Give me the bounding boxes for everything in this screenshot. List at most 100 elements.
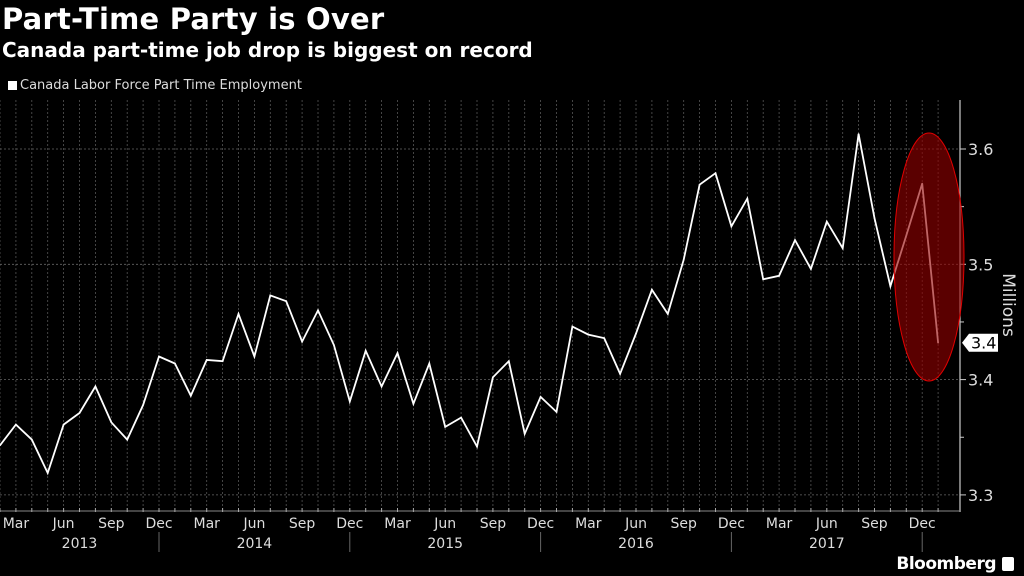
data-point bbox=[237, 313, 240, 315]
data-point bbox=[873, 217, 876, 219]
legend-swatch bbox=[8, 81, 17, 90]
x-tick-label: Jun bbox=[624, 516, 647, 532]
year-label: 2017 bbox=[809, 536, 845, 552]
data-point bbox=[174, 362, 176, 365]
x-tick-label: Jun bbox=[52, 516, 75, 532]
data-point bbox=[317, 309, 319, 312]
x-tick-label: Dec bbox=[336, 516, 363, 532]
last-value-marker bbox=[962, 333, 998, 352]
data-point bbox=[619, 373, 621, 375]
data-point bbox=[333, 344, 335, 346]
x-tick-label: Dec bbox=[718, 516, 745, 532]
data-point bbox=[158, 355, 160, 358]
x-tick-label: Jun bbox=[815, 516, 838, 532]
data-point bbox=[142, 404, 144, 406]
grid bbox=[0, 100, 960, 510]
bloomberg-icon bbox=[1002, 557, 1014, 571]
data-point bbox=[46, 472, 49, 474]
data-point bbox=[730, 225, 733, 228]
data-point bbox=[31, 438, 33, 441]
x-tick-label: Mar bbox=[575, 516, 602, 532]
data-point bbox=[110, 421, 113, 424]
data-point bbox=[698, 183, 701, 186]
data-point bbox=[221, 360, 224, 362]
data-point bbox=[794, 239, 796, 241]
data-point bbox=[523, 432, 526, 435]
y-tick-label: 3.3 bbox=[968, 486, 993, 505]
data-point bbox=[508, 360, 510, 362]
data-point bbox=[15, 423, 17, 426]
data-point bbox=[826, 220, 828, 223]
series-line bbox=[0, 133, 939, 476]
data-point bbox=[364, 349, 367, 352]
labels: 3.3 3.4 3.5 3.6 Mar Jun Sep Dec Mar Jun Sep Dec Mar J… bbox=[3, 140, 1018, 552]
data-point bbox=[810, 268, 812, 270]
year-label: 2014 bbox=[237, 536, 273, 552]
data-point bbox=[62, 423, 65, 426]
x-tick-label: Mar bbox=[193, 516, 220, 532]
y-axis-title: Millions bbox=[998, 273, 1018, 337]
x-tick-label: Sep bbox=[861, 516, 888, 532]
axes bbox=[0, 100, 966, 552]
x-tick-label: Mar bbox=[3, 516, 30, 532]
data-point bbox=[778, 275, 780, 277]
last-value-label: 3.4 bbox=[971, 334, 996, 353]
data-point bbox=[555, 411, 558, 413]
chart-subtitle: Canada part-time job drop is biggest on … bbox=[2, 38, 533, 62]
x-tick-label: Sep bbox=[671, 516, 698, 532]
x-tick-label: Mar bbox=[384, 516, 411, 532]
data-point bbox=[269, 294, 272, 297]
data-point bbox=[635, 332, 637, 335]
data-point bbox=[587, 333, 590, 336]
data-point bbox=[714, 172, 717, 175]
x-tick-label: Sep bbox=[289, 516, 316, 532]
data-point bbox=[428, 362, 431, 365]
data-point bbox=[0, 444, 1, 447]
data-point bbox=[78, 412, 81, 414]
highlight bbox=[893, 132, 965, 382]
series bbox=[0, 133, 939, 476]
x-tick-label: Sep bbox=[98, 516, 125, 532]
data-point bbox=[682, 258, 685, 261]
data-point bbox=[762, 278, 764, 281]
x-tick-label: Dec bbox=[527, 516, 554, 532]
x-tick-label: Jun bbox=[433, 516, 456, 532]
data-point bbox=[603, 337, 605, 339]
data-point bbox=[857, 133, 860, 135]
data-point bbox=[492, 376, 494, 379]
data-point bbox=[285, 300, 288, 302]
y-tick-label: 3.6 bbox=[968, 140, 993, 159]
data-point bbox=[841, 247, 844, 249]
data-point bbox=[667, 313, 669, 315]
data-point bbox=[444, 426, 447, 428]
data-point bbox=[651, 288, 653, 291]
chart-title: Part-Time Party is Over bbox=[2, 2, 385, 36]
data-point bbox=[380, 385, 383, 388]
x-tick-label: Dec bbox=[909, 516, 936, 532]
data-point bbox=[539, 396, 542, 398]
x-tick-label: Mar bbox=[766, 516, 793, 532]
legend-label: Canada Labor Force Part Time Employment bbox=[20, 78, 302, 93]
year-label: 2013 bbox=[62, 536, 98, 552]
data-point bbox=[460, 416, 462, 419]
data-point bbox=[349, 400, 351, 403]
bloomberg-logo: Bloomberg bbox=[896, 554, 1014, 574]
y-tick-label: 3.4 bbox=[968, 371, 993, 390]
year-label: 2016 bbox=[618, 536, 654, 552]
data-point bbox=[571, 325, 574, 328]
x-tick-label: Jun bbox=[242, 516, 265, 532]
data-point bbox=[94, 385, 97, 388]
data-point bbox=[126, 438, 128, 441]
data-point bbox=[476, 445, 478, 448]
highlight-ellipse bbox=[893, 132, 965, 382]
data-point bbox=[889, 285, 892, 288]
data-point bbox=[746, 197, 749, 200]
x-tick-label: Sep bbox=[480, 516, 507, 532]
data-point bbox=[396, 352, 399, 354]
data-point bbox=[190, 394, 192, 397]
y-tick-label: 3.5 bbox=[968, 255, 993, 274]
legend: Canada Labor Force Part Time Employment bbox=[8, 78, 302, 93]
x-tick-label: Dec bbox=[145, 516, 172, 532]
data-point bbox=[253, 355, 256, 358]
data-point bbox=[205, 359, 208, 361]
